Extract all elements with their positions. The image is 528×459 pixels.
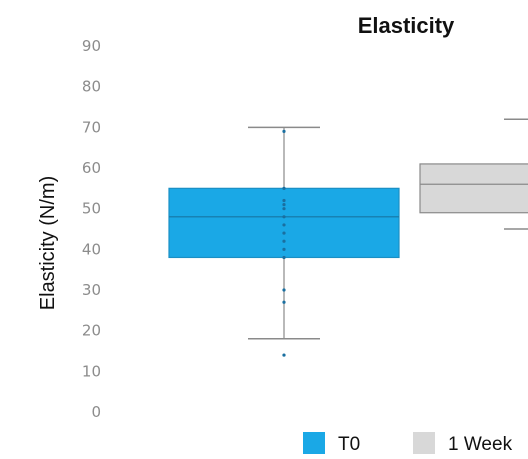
y-tick-label: 60 bbox=[82, 159, 101, 177]
y-axis-ticks: 0 10 20 30 40 50 60 70 80 90 bbox=[82, 37, 101, 421]
data-point bbox=[282, 288, 286, 292]
legend-label: T0 bbox=[338, 434, 360, 455]
y-tick-label: 80 bbox=[82, 78, 101, 96]
data-point bbox=[282, 198, 286, 203]
data-point bbox=[282, 353, 286, 357]
data-point bbox=[282, 239, 286, 243]
box-iqr bbox=[419, 163, 528, 214]
legend-swatch bbox=[413, 432, 435, 454]
legend-swatch bbox=[303, 432, 325, 454]
data-point bbox=[282, 223, 286, 227]
data-point bbox=[282, 203, 286, 207]
data-point bbox=[282, 129, 286, 133]
chart-title: Elasticity bbox=[358, 13, 455, 38]
y-tick-label: 50 bbox=[82, 200, 101, 218]
y-tick-label: 0 bbox=[91, 403, 101, 421]
y-tick-label: 20 bbox=[82, 322, 101, 340]
box-1-week bbox=[419, 118, 528, 230]
data-point bbox=[282, 215, 286, 219]
data-point bbox=[282, 247, 286, 251]
box-iqr bbox=[168, 187, 400, 259]
data-point bbox=[282, 207, 286, 211]
y-tick-label: 70 bbox=[82, 118, 101, 136]
data-point bbox=[282, 255, 286, 260]
box-plot-area bbox=[168, 118, 528, 357]
data-point bbox=[282, 186, 286, 190]
data-point bbox=[282, 300, 286, 304]
y-axis-label: Elasticity (N/m) bbox=[37, 176, 59, 310]
y-tick-label: 10 bbox=[82, 362, 101, 380]
box-t0 bbox=[168, 126, 400, 357]
y-tick-label: 30 bbox=[82, 281, 101, 299]
legend: T0 1 Week bbox=[303, 432, 513, 455]
y-tick-label: 40 bbox=[82, 240, 101, 258]
legend-label: 1 Week bbox=[448, 434, 513, 455]
data-point bbox=[282, 231, 286, 235]
y-tick-label: 90 bbox=[82, 37, 101, 55]
